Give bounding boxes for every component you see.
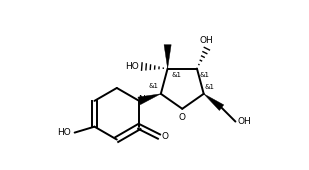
Text: O: O	[179, 113, 186, 122]
Text: &1: &1	[149, 83, 159, 89]
Text: N: N	[138, 95, 145, 104]
Polygon shape	[164, 45, 171, 69]
Text: HO: HO	[125, 62, 139, 71]
Polygon shape	[204, 94, 224, 110]
Text: &1: &1	[205, 84, 215, 90]
Text: O: O	[162, 132, 169, 141]
Text: OH: OH	[200, 36, 214, 45]
Text: OH: OH	[237, 117, 251, 126]
Text: &1: &1	[171, 72, 181, 78]
Text: HO: HO	[57, 128, 71, 137]
Polygon shape	[138, 94, 161, 105]
Text: &1: &1	[199, 72, 209, 78]
